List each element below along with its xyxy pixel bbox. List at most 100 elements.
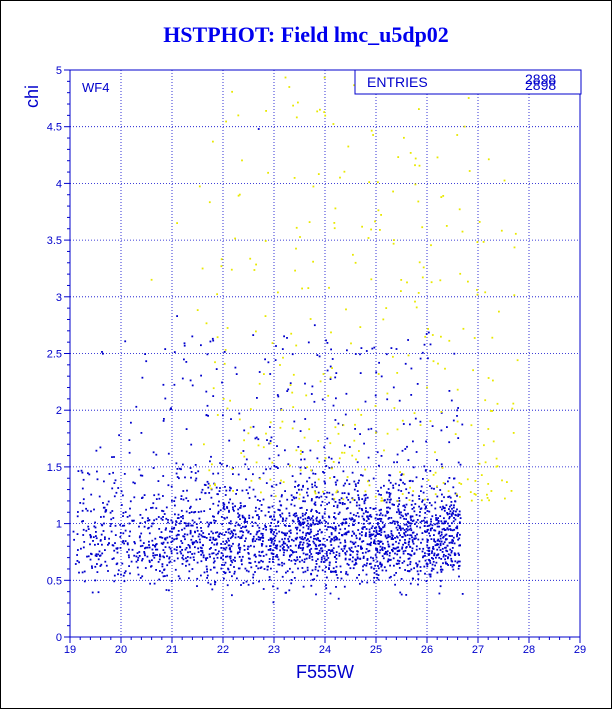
scatter-point-blue bbox=[353, 542, 356, 545]
scatter-point-blue bbox=[294, 526, 297, 529]
scatter-point-blue bbox=[450, 541, 453, 544]
scatter-point-blue bbox=[310, 584, 313, 587]
scatter-point-blue bbox=[229, 550, 232, 553]
scatter-point-blue bbox=[166, 564, 169, 567]
scatter-point-yellow bbox=[466, 478, 469, 481]
scatter-point-blue bbox=[334, 517, 337, 520]
scatter-point-blue bbox=[289, 549, 292, 551]
scatter-point-blue bbox=[317, 530, 319, 533]
scatter-point-blue bbox=[229, 537, 232, 540]
scatter-point-blue bbox=[229, 520, 232, 523]
scatter-point-blue bbox=[175, 549, 178, 551]
scatter-point-blue bbox=[410, 534, 413, 537]
scatter-point-blue bbox=[274, 535, 277, 537]
scatter-point-blue bbox=[325, 496, 328, 499]
scatter-point-blue bbox=[338, 552, 341, 555]
scatter-point-blue bbox=[116, 551, 119, 554]
scatter-point-blue bbox=[102, 502, 104, 504]
scatter-point-blue bbox=[123, 572, 126, 574]
scatter-point-blue bbox=[321, 500, 324, 503]
scatter-point-blue bbox=[374, 542, 377, 545]
scatter-point-blue bbox=[261, 543, 264, 546]
scatter-point-yellow bbox=[342, 424, 345, 427]
scatter-point-blue bbox=[391, 550, 394, 553]
scatter-point-blue bbox=[456, 508, 458, 511]
scatter-point-blue bbox=[140, 532, 143, 535]
scatter-point-blue bbox=[213, 515, 215, 518]
scatter-point-blue bbox=[170, 485, 173, 488]
scatter-point-blue bbox=[304, 418, 307, 420]
scatter-point-blue bbox=[215, 543, 218, 546]
scatter-point-blue bbox=[153, 519, 155, 522]
scatter-point-yellow bbox=[403, 136, 405, 139]
scatter-point-blue bbox=[435, 514, 437, 517]
scatter-point-yellow bbox=[225, 120, 227, 123]
scatter-point-blue bbox=[445, 538, 447, 540]
scatter-point-blue bbox=[425, 562, 428, 565]
scatter-point-yellow bbox=[513, 246, 516, 249]
scatter-point-yellow bbox=[506, 481, 508, 483]
scatter-point-blue bbox=[452, 419, 455, 422]
scatter-point-blue bbox=[427, 331, 430, 334]
scatter-point-blue bbox=[76, 515, 79, 518]
scatter-point-blue bbox=[407, 512, 409, 515]
scatter-point-blue bbox=[344, 444, 346, 447]
scatter-point-blue bbox=[296, 528, 298, 531]
scatter-point-blue bbox=[218, 500, 220, 503]
scatter-point-blue bbox=[451, 507, 453, 510]
scatter-point-blue bbox=[343, 533, 346, 536]
scatter-point-blue bbox=[391, 543, 394, 546]
scatter-point-blue bbox=[385, 569, 388, 572]
scatter-point-yellow bbox=[300, 449, 302, 452]
scatter-point-blue bbox=[377, 490, 379, 492]
scatter-point-blue bbox=[231, 575, 233, 578]
scatter-point-blue bbox=[301, 567, 304, 569]
scatter-point-blue bbox=[343, 492, 346, 494]
scatter-point-blue bbox=[143, 552, 146, 555]
scatter-point-blue bbox=[316, 516, 318, 519]
scatter-point-blue bbox=[459, 533, 461, 536]
scatter-point-yellow bbox=[386, 432, 389, 435]
scatter-point-blue bbox=[117, 569, 120, 572]
scatter-point-blue bbox=[440, 565, 442, 568]
scatter-point-blue bbox=[367, 550, 370, 553]
scatter-point-blue bbox=[379, 512, 382, 515]
scatter-point-blue bbox=[415, 514, 418, 516]
scatter-point-blue bbox=[239, 530, 242, 533]
scatter-point-blue bbox=[358, 538, 361, 541]
scatter-point-blue bbox=[259, 537, 262, 539]
scatter-point-blue bbox=[210, 496, 213, 499]
scatter-point-blue bbox=[272, 585, 274, 588]
scatter-point-blue bbox=[335, 372, 338, 374]
scatter-point-blue bbox=[218, 536, 221, 538]
scatter-point-blue bbox=[222, 414, 224, 417]
scatter-point-blue bbox=[212, 536, 215, 539]
scatter-point-blue bbox=[260, 504, 263, 506]
scatter-point-blue bbox=[301, 515, 304, 517]
scatter-point-blue bbox=[233, 509, 235, 512]
scatter-point-blue bbox=[160, 517, 163, 520]
scatter-point-blue bbox=[391, 521, 394, 524]
scatter-point-blue bbox=[293, 497, 296, 500]
scatter-point-blue bbox=[258, 516, 260, 518]
scatter-point-blue bbox=[237, 473, 240, 476]
scatter-point-blue bbox=[427, 547, 430, 550]
scatter-point-blue bbox=[357, 545, 360, 547]
scatter-point-blue bbox=[381, 555, 384, 557]
scatter-point-blue bbox=[310, 517, 313, 520]
scatter-point-blue bbox=[296, 526, 299, 529]
scatter-point-blue bbox=[101, 351, 103, 353]
scatter-point-blue bbox=[265, 545, 268, 548]
scatter-point-blue bbox=[256, 524, 259, 527]
scatter-point-blue bbox=[350, 550, 353, 552]
scatter-point-blue bbox=[91, 591, 94, 594]
scatter-point-blue bbox=[450, 557, 453, 560]
scatter-point-blue bbox=[381, 514, 384, 517]
scatter-point-blue bbox=[368, 533, 371, 536]
scatter-point-blue bbox=[318, 522, 321, 525]
scatter-point-blue bbox=[344, 522, 347, 525]
scatter-point-blue bbox=[315, 517, 318, 520]
scatter-point-blue bbox=[231, 594, 233, 597]
scatter-point-blue bbox=[429, 534, 431, 537]
